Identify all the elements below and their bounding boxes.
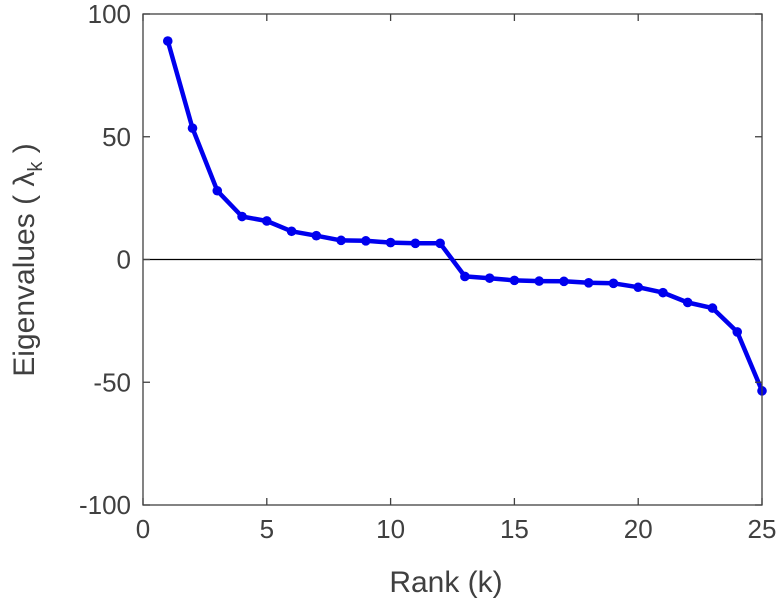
data-point <box>212 185 223 196</box>
series-line <box>165 38 765 394</box>
x-tick-label: 25 <box>748 514 777 544</box>
data-point <box>460 271 470 282</box>
x-tick-label: 15 <box>500 514 529 544</box>
data-point <box>410 238 421 249</box>
y-axis-label-subscript: k <box>25 161 47 172</box>
y-axis-label-prefix: Eigenvalues ( <box>8 187 41 377</box>
x-tick-label: 0 <box>136 514 150 544</box>
data-point <box>361 236 371 246</box>
y-tick-label: -50 <box>93 367 131 397</box>
data-point <box>262 216 272 226</box>
y-tick-label: 0 <box>117 245 131 275</box>
data-point <box>162 36 173 46</box>
data-point <box>435 238 445 249</box>
y-axis-label-suffix: ) <box>8 143 41 161</box>
data-point <box>509 275 520 286</box>
data-point <box>286 226 297 237</box>
data-point <box>682 297 693 308</box>
data-point <box>559 276 569 287</box>
data-point <box>237 211 247 222</box>
data-point <box>484 273 495 283</box>
data-point <box>608 278 619 289</box>
data-point <box>658 287 668 298</box>
y-tick-label: 50 <box>102 122 131 152</box>
data-point <box>385 237 396 248</box>
data-point <box>311 230 322 241</box>
data-point <box>583 278 594 288</box>
y-tick-label: -100 <box>79 490 131 520</box>
data-point <box>707 303 718 313</box>
data-point <box>336 235 346 246</box>
x-axis-label: Rank (k) <box>389 566 502 599</box>
series-layer <box>162 36 767 396</box>
x-tick-label: 20 <box>624 514 653 544</box>
x-tick-label: 5 <box>260 514 274 544</box>
data-point <box>732 327 743 337</box>
data-point <box>534 276 544 286</box>
y-axis-label-symbol: λ <box>8 172 41 187</box>
y-axis-label: Eigenvalues ( λk ) <box>8 143 47 376</box>
tick-layer: 0 5 10 15 20 25 100 50 0 -50 -100 <box>79 0 777 544</box>
x-tick-label: 10 <box>376 514 405 544</box>
data-point <box>633 282 643 293</box>
data-point <box>187 123 198 133</box>
y-tick-label: 100 <box>88 0 131 29</box>
